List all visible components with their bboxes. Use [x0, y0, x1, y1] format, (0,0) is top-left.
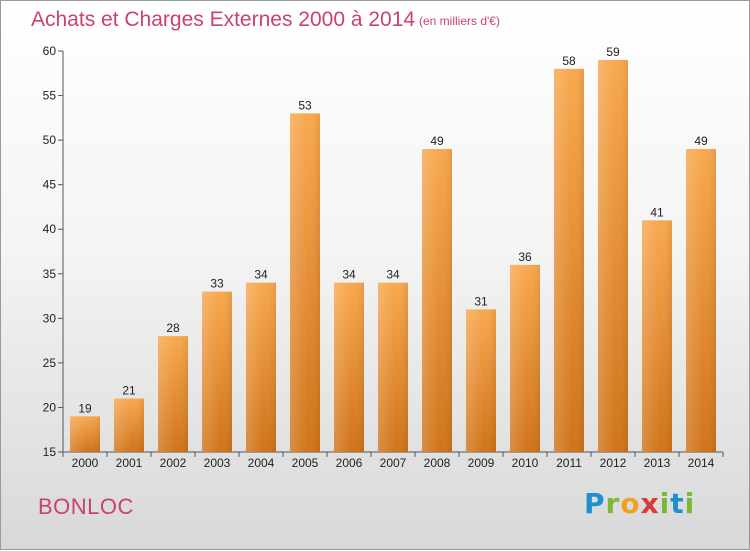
x-tick-label: 2006 [336, 456, 363, 470]
data-label: 59 [606, 45, 620, 59]
data-label: 33 [210, 277, 224, 291]
bar-shade [70, 416, 100, 452]
x-tick-label: 2009 [468, 456, 495, 470]
chart-title: Achats et Charges Externes 2000 à 2014 [31, 8, 416, 31]
x-tick-label: 2014 [688, 456, 715, 470]
bar-shade [466, 309, 496, 452]
bar-shade [246, 282, 276, 452]
y-tick-label: 25 [43, 356, 57, 370]
x-tick-label: 2007 [380, 456, 407, 470]
y-tick-label: 45 [43, 178, 57, 192]
chart-subtitle: (en milliers d'€) [419, 14, 500, 28]
x-tick-label: 2012 [600, 456, 627, 470]
x-tick-label: 2000 [72, 456, 99, 470]
data-label: 28 [166, 321, 180, 335]
bar-shade [334, 282, 364, 452]
data-label: 34 [254, 268, 268, 282]
x-tick-label: 2001 [116, 456, 143, 470]
y-tick-label: 55 [43, 89, 57, 103]
x-tick-label: 2008 [424, 456, 451, 470]
y-tick-label: 50 [43, 133, 57, 147]
bar-shade [510, 264, 540, 452]
bar-shade [158, 336, 188, 452]
data-label: 36 [518, 250, 532, 264]
data-label: 41 [650, 205, 664, 219]
bar-shade [378, 282, 408, 452]
x-tick-label: 2002 [160, 456, 187, 470]
bar-shade [202, 291, 232, 452]
data-label: 49 [694, 134, 708, 148]
x-tick-label: 2004 [248, 456, 275, 470]
data-label: 31 [474, 294, 488, 308]
proxiti-logo: Proxiti [584, 487, 696, 520]
bar-shade [598, 59, 628, 453]
bars [70, 59, 716, 453]
bar-shade [114, 398, 144, 452]
y-tick-label: 35 [43, 267, 57, 281]
bar-shade [554, 68, 584, 453]
bar-shade [422, 149, 452, 452]
data-label: 21 [122, 384, 136, 398]
y-tick-label: 20 [43, 400, 57, 414]
x-tick-label: 2010 [512, 456, 539, 470]
data-labels: 19 21 28 33 34 53 34 34 49 31 36 58 59 41 49 [78, 45, 708, 415]
data-label: 19 [78, 401, 92, 415]
bar-shade [686, 149, 716, 452]
y-tick-label: 30 [43, 311, 57, 325]
data-label: 53 [298, 98, 312, 112]
data-label: 49 [430, 134, 444, 148]
x-tick-label: 2005 [292, 456, 319, 470]
x-tick-label: 2011 [556, 456, 582, 470]
bar-shade [642, 220, 672, 452]
data-label: 58 [562, 54, 576, 68]
y-tick-label: 60 [43, 44, 57, 58]
data-label: 34 [386, 268, 400, 282]
data-label: 34 [342, 268, 356, 282]
bar-shade [290, 113, 320, 452]
commune-name: BONLOC [38, 494, 134, 519]
x-tick-label: 2013 [644, 456, 671, 470]
y-tick-label: 40 [43, 222, 57, 236]
x-tick-label: 2003 [204, 456, 231, 470]
y-tick-label: 15 [43, 445, 57, 459]
